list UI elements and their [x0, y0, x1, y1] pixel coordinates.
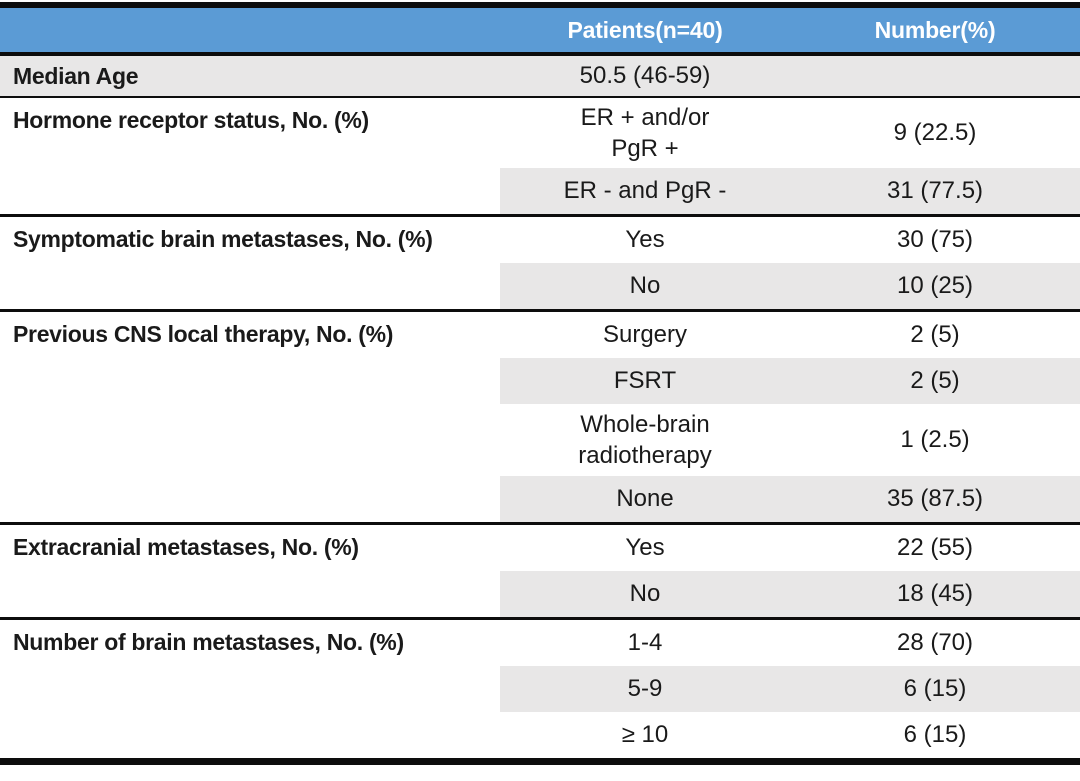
number-cell: 9 (22.5) [893, 119, 977, 146]
table-row: ≥ 10 6 (15) [0, 712, 1080, 762]
number-cell: 1 (2.5) [900, 426, 970, 453]
section-label: Hormone receptor status, No. (%) [0, 97, 500, 216]
patients-cell: ER - and PgR - [500, 168, 790, 216]
table-row: 5-9 6 (15) [0, 666, 1080, 712]
patients-cell: Yes [500, 522, 790, 571]
table-row: Hormone receptor status, No. (%) ER + an… [0, 97, 1080, 216]
patients-cell: 5-9 [500, 666, 790, 712]
patients-cell: None [500, 476, 790, 524]
section-label: Extracranial metastases, No. (%) [0, 522, 500, 619]
section-label: Number of brain metastases, No. (%) [0, 617, 500, 762]
patients-cell: 50.5 (46-59) [500, 54, 790, 98]
patients-cell: 1-4 [500, 617, 790, 666]
number-column-header: Number(%) [790, 5, 1080, 56]
table-row: None 35 (87.5) [0, 476, 1080, 524]
number-cell: 31 (77.5) [790, 168, 1080, 216]
number-cell: 2 (5) [790, 309, 1080, 358]
number-cell: 10 (25) [790, 263, 1080, 311]
patients-cell: ≥ 10 [621, 721, 669, 748]
patients-cell: Surgery [500, 309, 790, 358]
number-cell: 2 (5) [790, 358, 1080, 404]
section-label: Median Age [0, 54, 500, 98]
number-cell: 18 (45) [790, 571, 1080, 619]
patient-characteristics-table: Patients(n=40) Number(%) Median Age 50.5… [0, 2, 1080, 765]
table-row: Number of brain metastases, No. (%) 1-4 … [0, 617, 1080, 762]
patients-cell: No [500, 263, 790, 311]
table-row: Extracranial metastases, No. (%) Yes 22 … [0, 522, 1080, 619]
number-cell [790, 54, 1080, 98]
section-label: Symptomatic brain metastases, No. (%) [0, 214, 500, 311]
table-row: ER - and PgR - 31 (77.5) [0, 168, 1080, 216]
number-cell: 35 (87.5) [790, 476, 1080, 524]
number-cell: 30 (75) [790, 214, 1080, 263]
patients-column-header: Patients(n=40) [500, 5, 790, 56]
header-row: Patients(n=40) Number(%) [0, 5, 1080, 56]
number-cell: 6 (15) [790, 666, 1080, 712]
section-label: Previous CNS local therapy, No. (%) [0, 309, 500, 524]
patients-cell: FSRT [500, 358, 790, 404]
table-row: Median Age 50.5 (46-59) [0, 54, 1080, 98]
patients-cell: ER + and/or PgR + [580, 104, 710, 162]
empty-header-cell [0, 5, 500, 56]
table-row: No 10 (25) [0, 263, 1080, 311]
table-row: No 18 (45) [0, 571, 1080, 619]
number-cell: 28 (70) [790, 617, 1080, 666]
patients-cell: Yes [500, 214, 790, 263]
table-row: Whole-brain radiotherapy 1 (2.5) [0, 404, 1080, 476]
number-cell: 22 (55) [790, 522, 1080, 571]
table-row: FSRT 2 (5) [0, 358, 1080, 404]
patients-cell: Whole-brain radiotherapy [578, 411, 712, 469]
table-row: Previous CNS local therapy, No. (%) Surg… [0, 309, 1080, 524]
table-row: Symptomatic brain metastases, No. (%) Ye… [0, 214, 1080, 311]
number-cell: 6 (15) [903, 721, 967, 748]
patients-cell: No [500, 571, 790, 619]
